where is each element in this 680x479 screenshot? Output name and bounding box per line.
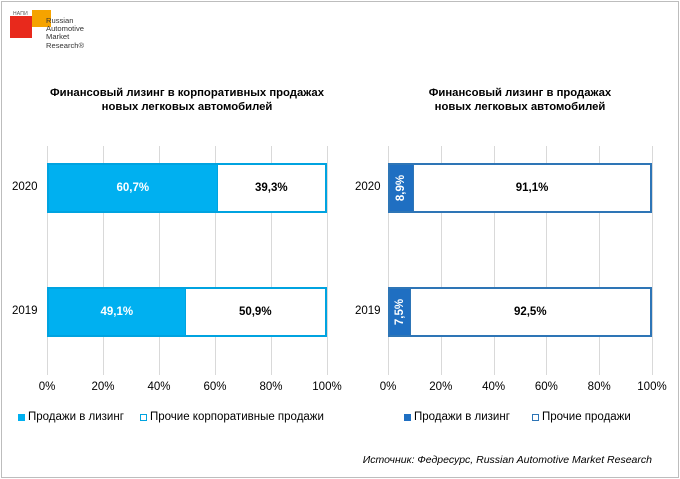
legend-label: Прочие продажи — [542, 411, 631, 423]
data-label: 92,5% — [513, 306, 547, 318]
logo-line: Market — [46, 32, 70, 42]
x-tick-label: 20% — [91, 381, 115, 393]
logo-line: Russian — [46, 16, 74, 25]
logo-line: Research® — [46, 40, 85, 50]
x-tick-label: 40% — [147, 381, 171, 393]
x-tick-label: 100% — [637, 381, 667, 393]
legend-swatch — [532, 413, 539, 421]
bar-segment-other: 39,3% — [216, 165, 325, 211]
chart-title-line: Финансовый лизинг в корпоративных продаж… — [50, 87, 324, 99]
bar-segment-other: 91,1% — [413, 165, 650, 211]
data-label: 7,5% — [393, 298, 406, 326]
logo-small-text: НАПИ — [13, 11, 28, 17]
chart-title-line: новых легковых автомобилей — [434, 101, 606, 113]
data-label: 8,9% — [395, 174, 408, 202]
gridline — [388, 146, 389, 375]
bar-segment-leasing: 8,9% — [390, 165, 414, 211]
data-label: 39,3% — [254, 182, 288, 194]
logo-line: Automotive — [46, 24, 84, 34]
gridline — [327, 146, 328, 375]
chart-title-line: новых легковых автомобилей — [101, 101, 273, 113]
gridline — [103, 146, 104, 375]
stacked-bar: 60,7% 39,3% — [47, 163, 327, 213]
x-tick-label: 80% — [587, 381, 611, 393]
legend-swatch — [404, 413, 411, 421]
x-tick-label: 40% — [482, 381, 506, 393]
legend-label: Продажи в лизинг — [414, 411, 510, 423]
chart-title-line: Финансовый лизинг в продажах — [428, 87, 612, 99]
source-note: Источник: Федресурс, Russian Automotive … — [362, 454, 652, 466]
x-tick-label: 0% — [38, 381, 56, 393]
gridline — [599, 146, 601, 375]
stacked-bar: 7,5% 92,5% — [388, 287, 652, 337]
x-tick-label: 60% — [203, 381, 227, 393]
gridline — [652, 146, 653, 375]
legend-item: Продажи в лизинг — [18, 411, 124, 423]
legend-label: Продажи в лизинг — [28, 411, 124, 423]
data-label: 91,1% — [515, 182, 549, 194]
legend-swatch — [18, 413, 25, 421]
x-tick-label: 80% — [259, 381, 283, 393]
gridline — [215, 146, 216, 375]
y-tick-label: 2020 — [12, 181, 38, 193]
legend-item: Прочие продажи — [532, 411, 631, 423]
data-label: 60,7% — [116, 182, 150, 194]
gridline — [493, 146, 495, 375]
gridline — [159, 146, 160, 375]
legend-swatch — [140, 413, 147, 421]
logo-orange-square — [32, 10, 51, 27]
legend-item: Прочие корпоративные продажи — [140, 411, 324, 423]
legend-label: Прочие корпоративные продажи — [150, 411, 324, 423]
x-tick-label: 60% — [534, 381, 558, 393]
gridline — [47, 146, 48, 375]
bar-segment-leasing: 7,5% — [390, 289, 410, 335]
data-label: 49,1% — [100, 306, 134, 318]
gridline — [271, 146, 272, 375]
bar-segment-leasing: 60,7% — [49, 165, 217, 211]
chart-title: Финансовый лизинг в корпоративных продаж… — [17, 86, 357, 114]
legend-item: Продажи в лизинг — [404, 411, 510, 423]
bar-segment-leasing: 49,1% — [49, 289, 185, 335]
x-tick-label: 0% — [379, 381, 397, 393]
gridline — [546, 146, 548, 375]
chart-title: Финансовый лизинг в продажах новых легков… — [350, 86, 680, 114]
logo-text: Russian Automotive Market Research® — [46, 16, 106, 50]
y-tick-label: 2020 — [355, 181, 381, 193]
y-tick-label: 2019 — [12, 305, 38, 317]
x-tick-label: 20% — [429, 381, 453, 393]
bar-segment-other: 92,5% — [409, 289, 651, 335]
stacked-bar: 49,1% 50,9% — [47, 287, 327, 337]
bar-segment-other: 50,9% — [184, 289, 325, 335]
x-tick-label: 100% — [312, 381, 342, 393]
gridline — [440, 146, 442, 375]
data-label: 50,9% — [238, 306, 272, 318]
y-tick-label: 2019 — [355, 305, 381, 317]
logo-red-square — [10, 16, 32, 38]
stacked-bar: 8,9% 91,1% — [388, 163, 652, 213]
